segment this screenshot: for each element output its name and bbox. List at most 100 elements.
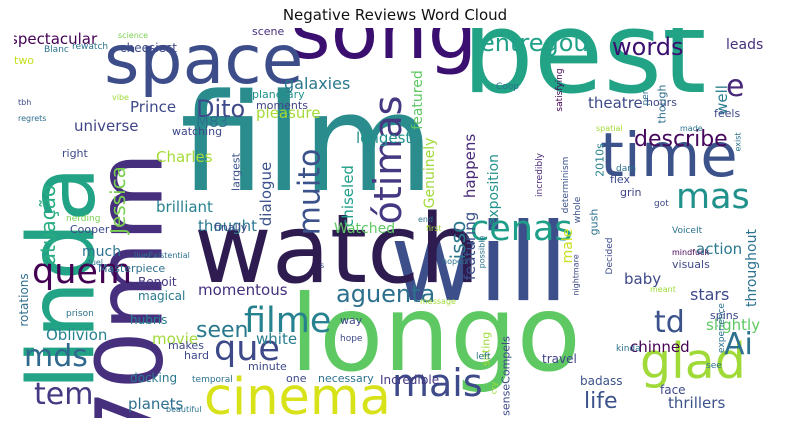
word-filme: filme (244, 301, 331, 341)
word-mindfuck: mindfuck (672, 248, 709, 257)
word-action: action (696, 240, 742, 258)
word-longo: longo (290, 273, 581, 395)
word-e: e (726, 69, 744, 104)
word-fuel: fuel (88, 258, 103, 267)
word-seen: seen (196, 318, 248, 343)
word-visuals: visuals (672, 258, 710, 271)
word-genuinely: Genuinely (422, 138, 438, 209)
word-happens: happens (461, 134, 479, 198)
word-cinema: cinema (204, 368, 391, 418)
word-watching: watching (172, 125, 222, 138)
word-coop: Coop (496, 82, 519, 92)
word-que: que (214, 329, 280, 369)
word-well: well (713, 85, 731, 115)
word-slightly: slightly (706, 316, 760, 334)
word-momentous: momentous (198, 281, 288, 299)
word-ai: Ai (724, 327, 753, 362)
word-feels: feels (714, 107, 740, 120)
word-grin: grin (620, 186, 642, 199)
word-chinned: chinned (630, 338, 690, 356)
word-dito: Dito (196, 95, 245, 123)
word-entregou: entregou (480, 29, 589, 57)
word-sitting: sitting (480, 332, 493, 366)
word-incredible: Incredible (380, 373, 439, 387)
word-cenas: cenas (470, 209, 573, 249)
word-tem: tem (34, 377, 93, 412)
word-charles: Charles (156, 148, 213, 166)
word-nerding: nerding (66, 214, 100, 224)
word-70mm: 70mm (77, 152, 184, 418)
word-per: per (641, 90, 651, 105)
word-liveexistential: liveExistential (134, 251, 190, 260)
word-end: end (418, 215, 433, 224)
word-words: words (612, 33, 684, 61)
word-chiseled: chiseled (339, 165, 357, 227)
word-incredibly: incredibly (535, 152, 545, 197)
word-decided: Decided (605, 238, 615, 275)
word-td: td (654, 305, 685, 340)
word-leads: leads (726, 37, 763, 53)
word-rotations: rotations (17, 273, 31, 326)
word-see: see (706, 361, 722, 371)
word-best: best (462, 28, 706, 119)
word-right: right (62, 147, 89, 160)
word-determinism: determinism (561, 157, 571, 214)
word-badass: badass (580, 374, 622, 388)
word-dialogue: dialogue (257, 162, 275, 226)
word-hard: hard (184, 349, 209, 362)
word-mais: mais (392, 361, 483, 405)
word-benoit: Benoit (138, 275, 177, 289)
word-flex: flex (610, 173, 631, 186)
word-travel: travel (542, 352, 577, 366)
word-cloud-area: film best will longo watch linda 70mm song space… (14, 28, 774, 418)
word-linda: linda (14, 166, 116, 390)
word-spins: spins (710, 309, 739, 322)
word-way: way (340, 314, 363, 327)
word-spatial: spatial (596, 124, 623, 133)
word-will: will (390, 201, 568, 326)
word-nightmare: nightmare (572, 254, 581, 295)
word-2010s: 2010s (594, 143, 607, 177)
word-galaxies: galaxies (284, 74, 350, 93)
word-makes: makes (168, 339, 204, 352)
word-finally: finally (214, 221, 248, 234)
word-oblivion: Oblivion (46, 326, 107, 344)
word-moments: moments (256, 99, 308, 112)
chart-title: Negative Reviews Word Cloud (282, 6, 508, 24)
word-science: science (118, 31, 148, 40)
word-hope: hope (340, 334, 363, 344)
word-featured: featured (410, 70, 426, 129)
word-hoped: hoped (442, 257, 467, 266)
word-possible: possible (478, 236, 487, 269)
word-kinda: kinda (616, 344, 641, 354)
word-masterpiece: Masterpiece (98, 262, 165, 275)
word-much: much (82, 244, 121, 260)
word-message: message (420, 297, 456, 306)
word-voiceit: VoiceIt (672, 226, 703, 236)
word-describe: describe (634, 127, 728, 152)
word-prison: prison (66, 309, 94, 319)
word-left: left (476, 352, 491, 362)
word-dam: dam (616, 164, 636, 174)
word-first: first (426, 224, 442, 233)
word--timas: ótimas (366, 96, 410, 225)
word-exist: exist (734, 132, 743, 151)
word-longest: longest (356, 129, 411, 147)
word-satisfying: satisfying (555, 68, 565, 111)
word-isso: isso (446, 221, 470, 260)
word-whole: whole (573, 196, 583, 223)
word-featuring: featuring (461, 212, 479, 280)
word-jessica: Jessica (106, 166, 130, 236)
word-white: white (256, 330, 297, 348)
word-theatre: theatre (588, 94, 643, 112)
word-cry: cry (490, 382, 499, 395)
word-prince: Prince (130, 98, 176, 116)
word-blanc: Blanc (44, 45, 69, 55)
word-quem: quem (32, 252, 132, 292)
word-planetary: planetary (252, 88, 305, 101)
word-face: face (660, 383, 686, 397)
word-pleasure: pleasure (256, 104, 321, 122)
word-universe: universe (74, 117, 139, 135)
word-thrillers: thrillers (668, 394, 725, 412)
